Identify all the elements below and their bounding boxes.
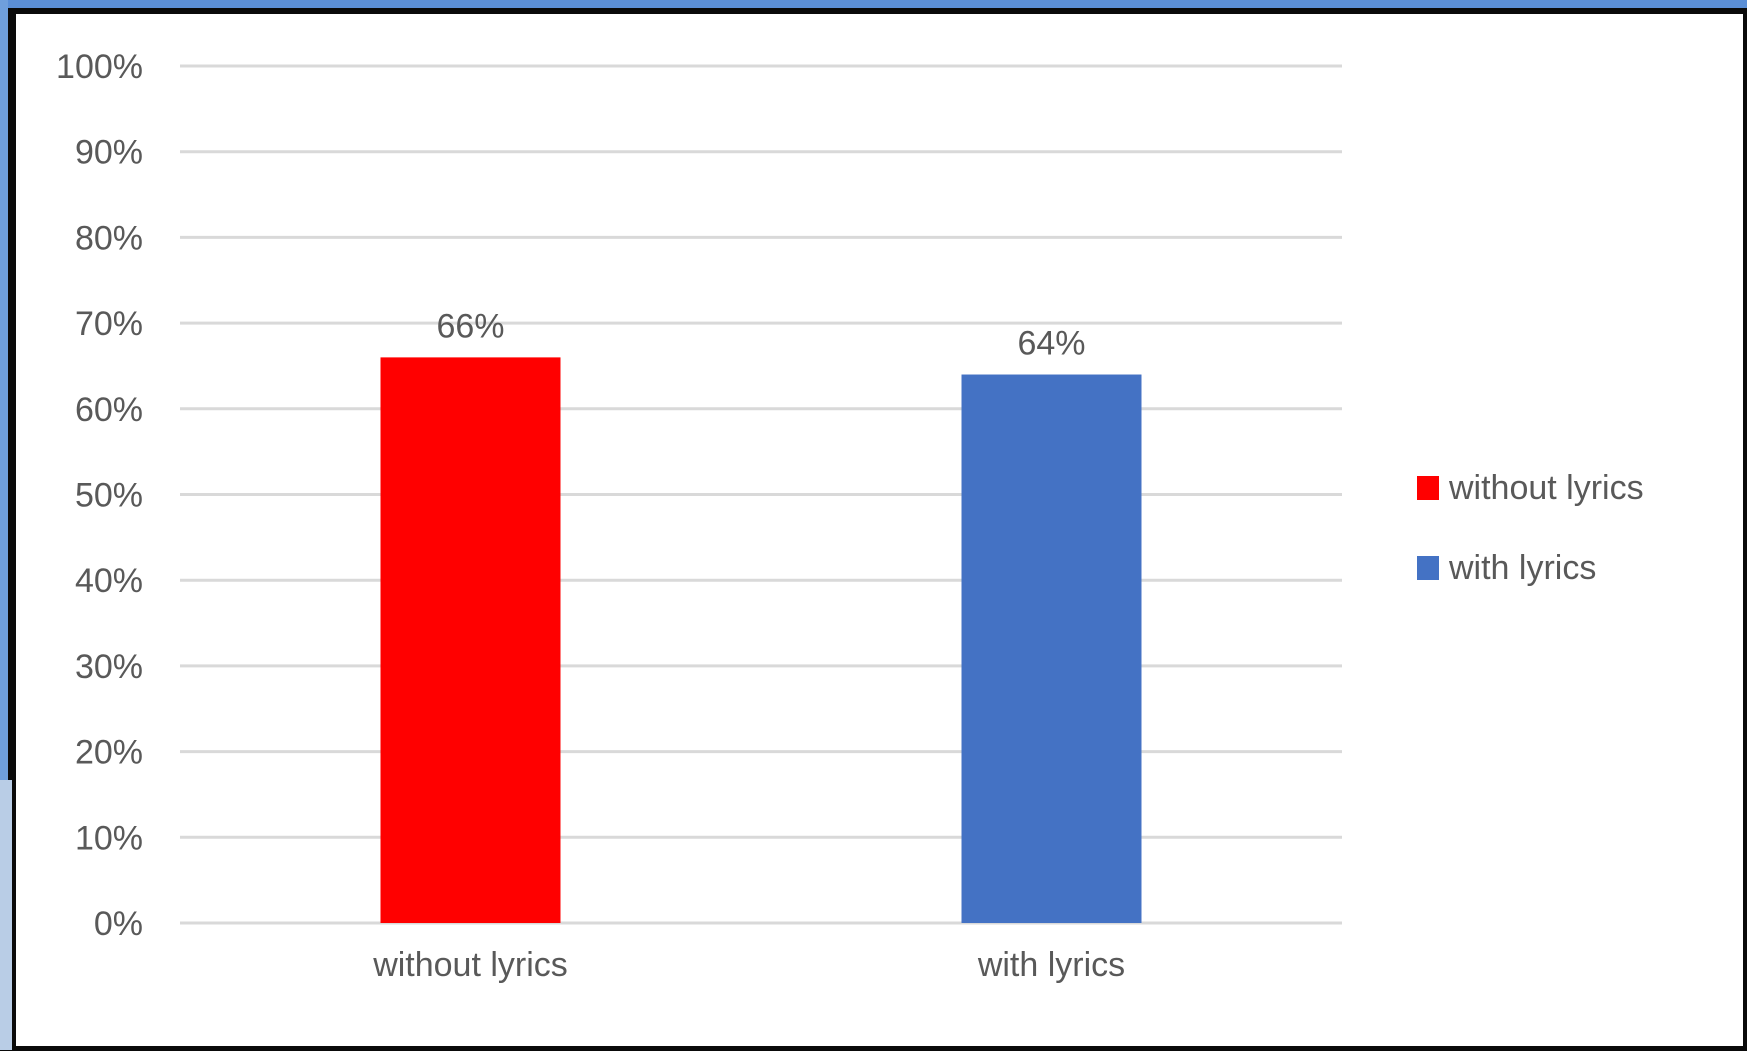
frame-accent-top: [0, 0, 1747, 8]
y-tick-label: 10%: [75, 819, 143, 857]
x-axis-category-labels: without lyrics with lyrics: [372, 946, 1125, 984]
y-tick-label: 70%: [75, 305, 143, 343]
legend-swatch: [1417, 556, 1439, 580]
y-tick-label: 80%: [75, 219, 143, 257]
legend: without lyrics with lyrics: [1417, 469, 1644, 587]
data-label: 64%: [1017, 325, 1085, 363]
x-category-label: without lyrics: [372, 946, 568, 984]
y-tick-label: 20%: [75, 734, 143, 772]
data-labels: 66% 64%: [436, 307, 1085, 362]
y-tick-label: 50%: [75, 477, 143, 515]
bar-without-lyrics: [380, 357, 561, 923]
x-category-label: with lyrics: [977, 946, 1125, 984]
chart-canvas: 0% 10% 20% 30% 40% 50% 60% 70% 80% 90% 100% 66% 64%…: [16, 14, 1743, 1046]
y-axis-tick-labels: 0% 10% 20% 30% 40% 50% 60% 70% 80% 90% 100%: [56, 48, 143, 943]
y-tick-label: 60%: [75, 391, 143, 429]
legend-label: with lyrics: [1448, 549, 1596, 587]
y-tick-label: 40%: [75, 562, 143, 600]
bars: [380, 357, 1142, 923]
legend-label: without lyrics: [1448, 469, 1644, 507]
y-tick-label: 0%: [94, 905, 143, 943]
data-label: 66%: [436, 307, 504, 345]
bar-chart: 0% 10% 20% 30% 40% 50% 60% 70% 80% 90% 100% 66% 64%…: [56, 48, 1644, 984]
frame-accent-left-bottom: [0, 780, 12, 1050]
frame-accent-left: [0, 0, 8, 1050]
gridlines: [180, 64, 1342, 925]
y-tick-label: 90%: [75, 134, 143, 172]
bar-with-lyrics: [961, 374, 1142, 923]
legend-swatch: [1417, 476, 1439, 500]
y-tick-label: 100%: [56, 48, 143, 86]
y-tick-label: 30%: [75, 648, 143, 686]
